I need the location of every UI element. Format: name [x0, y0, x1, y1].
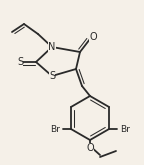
Text: O: O: [89, 32, 97, 42]
Text: N: N: [48, 42, 56, 52]
Text: S: S: [17, 57, 23, 67]
Text: O: O: [86, 143, 94, 153]
Text: Br: Br: [50, 125, 60, 133]
Text: S: S: [49, 71, 55, 81]
Text: Br: Br: [120, 125, 130, 133]
